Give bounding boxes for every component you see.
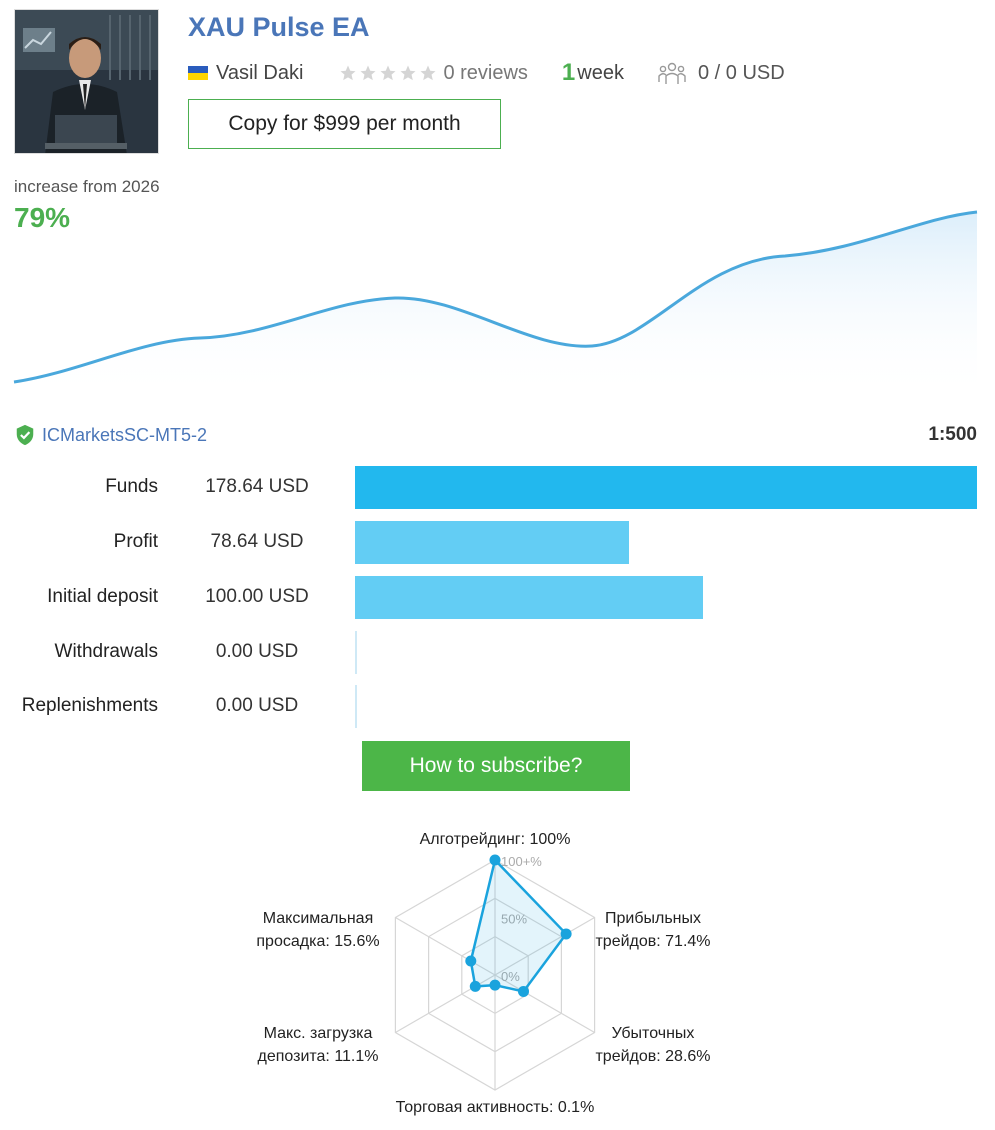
growth-label: increase from 2026 [14, 177, 160, 196]
stat-value: 100.00 USD [205, 586, 309, 607]
radar-axis-label: Прибыльных [605, 910, 701, 927]
leverage-value: 1:500 [928, 424, 977, 445]
avatar-image [15, 10, 158, 153]
radar-data-point [469, 980, 481, 992]
radar-axis-line [395, 916, 496, 976]
radar-axis-label: Торговая активность: 0.1% [396, 1099, 595, 1116]
radar-data-point [560, 928, 572, 940]
ukraine-flag-icon [188, 66, 208, 80]
page-title[interactable]: XAU Pulse EA [188, 12, 370, 42]
author-avatar[interactable] [14, 9, 159, 154]
growth-value: 79% [14, 202, 71, 233]
star-icon [400, 65, 416, 81]
stat-label: Funds [105, 476, 158, 497]
radar-axis-label: Макс. загрузка [264, 1025, 373, 1042]
stat-label: Initial deposit [47, 586, 158, 607]
radar-tick-label: 100+% [501, 854, 542, 869]
radar-axis-label: депозита: 11.1% [257, 1048, 378, 1065]
radar-axis-label: просадка: 15.6% [256, 933, 379, 950]
broker-server[interactable]: ICMarketsSC-MT5-2 [14, 424, 207, 446]
star-icon [420, 65, 436, 81]
broker-server-name[interactable]: ICMarketsSC-MT5-2 [42, 424, 208, 445]
subscribers-value: 0 / 0 USD [697, 61, 785, 84]
radar-axis-label: Максимальная [263, 910, 374, 927]
radar-axis-label: трейдов: 71.4% [595, 933, 710, 950]
radar-tick-label: 50% [501, 912, 527, 927]
radar-data-point [489, 854, 501, 866]
stat-value: 0.00 USD [215, 695, 299, 716]
stat-value: 178.64 USD [205, 476, 309, 497]
author-name[interactable]: Vasil Daki [216, 61, 304, 84]
growth-chart [13, 210, 978, 400]
radar-data-point [465, 955, 477, 967]
stat-bar [355, 466, 977, 509]
radar-data-point [489, 979, 501, 991]
radar-tick-label: 0% [501, 969, 520, 984]
stat-label: Profit [113, 531, 158, 552]
radar-axis-line [494, 974, 595, 1034]
stat-value: 78.64 USD [210, 531, 304, 552]
copy-subscribe-button[interactable]: Copy for $999 per month [188, 99, 501, 149]
star-icon [340, 65, 356, 81]
subscribers-icon [658, 62, 686, 84]
how-to-subscribe-button[interactable]: How to subscribe? [362, 741, 630, 791]
weeks-number: 1 [561, 59, 576, 86]
stat-label: Withdrawals [54, 641, 158, 662]
star-icon [360, 65, 376, 81]
stat-bar [355, 631, 357, 674]
verified-shield-icon [16, 424, 34, 446]
stat-bar [355, 521, 629, 564]
radar-axis-line [494, 916, 595, 976]
radar-chart: 100+% 50% 0% Алготрейдинг: 100% Прибыльных тр… [256, 831, 710, 1116]
stat-label: Replenishments [21, 695, 158, 716]
growth-area [14, 212, 977, 400]
radar-data-point [517, 985, 529, 997]
radar-axis-label: Алготрейдинг: 100% [420, 831, 571, 848]
author-info-row: Vasil Daki 0 reviews 1 week 0 / 0 USD [188, 59, 785, 86]
stat-value: 0.00 USD [215, 641, 299, 662]
growth-line [13, 210, 978, 384]
stat-bar [355, 576, 704, 619]
radar-axis-label: трейдов: 28.6% [595, 1048, 710, 1065]
rating-stars [339, 64, 437, 82]
stat-bar [355, 685, 357, 728]
radar-axis-label: Убыточных [612, 1025, 695, 1042]
radar-data-area [469, 857, 568, 993]
reviews-count[interactable]: 0 reviews [443, 61, 528, 84]
weeks-label: week [577, 61, 624, 84]
star-icon [380, 65, 396, 81]
